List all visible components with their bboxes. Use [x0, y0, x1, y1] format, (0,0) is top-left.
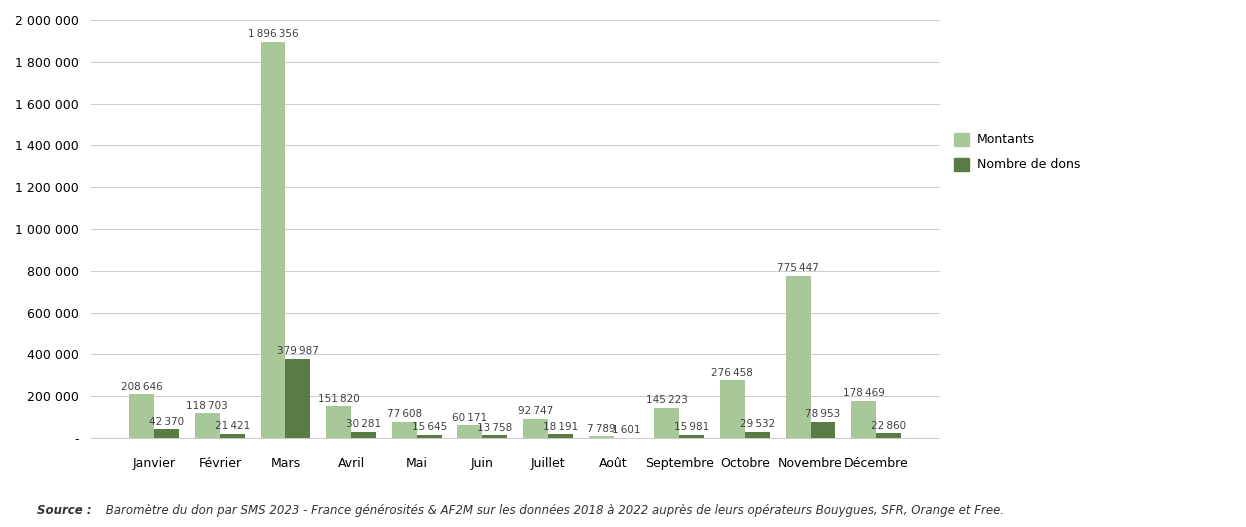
Text: 775 447: 775 447 [778, 264, 819, 274]
Bar [785, 276, 811, 438]
Bar [219, 434, 244, 438]
Bar [285, 359, 310, 438]
Text: 92 747: 92 747 [518, 406, 553, 416]
Text: 78 953: 78 953 [805, 409, 841, 419]
Text: 21 421: 21 421 [214, 421, 250, 431]
Text: 60 171: 60 171 [452, 413, 487, 423]
Bar [351, 432, 376, 438]
Text: 7 789: 7 789 [587, 424, 616, 434]
Text: 208 646: 208 646 [121, 382, 163, 392]
Text: 30 281: 30 281 [346, 419, 381, 429]
Text: 1 896 356: 1 896 356 [248, 29, 298, 39]
Bar [391, 422, 416, 438]
Bar [851, 401, 876, 438]
Text: 18 191: 18 191 [543, 422, 578, 432]
Bar [457, 425, 482, 438]
Text: 151 820: 151 820 [318, 394, 360, 404]
Bar [745, 432, 770, 438]
Text: 42 370: 42 370 [150, 417, 184, 427]
Bar [588, 436, 613, 438]
Bar [326, 406, 351, 438]
Text: 379 987: 379 987 [277, 346, 319, 356]
Legend: Montants, Nombre de dons: Montants, Nombre de dons [954, 133, 1080, 171]
Text: 118 703: 118 703 [187, 401, 228, 411]
Bar [548, 434, 573, 438]
Text: 1 601: 1 601 [612, 425, 640, 435]
Bar [876, 433, 901, 438]
Bar [194, 413, 219, 438]
Text: 145 223: 145 223 [645, 395, 688, 405]
Bar [523, 418, 548, 438]
Bar [720, 380, 745, 438]
Bar [155, 429, 179, 438]
Text: 13 758: 13 758 [477, 423, 512, 433]
Text: 15 981: 15 981 [674, 422, 709, 432]
Bar [416, 435, 441, 438]
Bar [654, 408, 679, 438]
Text: 29 532: 29 532 [740, 419, 775, 430]
Text: Baromètre du don par SMS 2023 - France générosités & AF2M sur les données 2018 à: Baromètre du don par SMS 2023 - France g… [102, 504, 1004, 517]
Text: 22 860: 22 860 [871, 421, 906, 431]
Bar [679, 435, 704, 438]
Text: 77 608: 77 608 [386, 409, 422, 419]
Bar [130, 394, 155, 438]
Bar [260, 42, 285, 438]
Text: 15 645: 15 645 [411, 422, 447, 432]
Text: 178 469: 178 469 [842, 388, 885, 398]
Text: 276 458: 276 458 [711, 368, 754, 378]
Bar [811, 422, 836, 438]
Text: Source :: Source : [37, 504, 92, 517]
Bar [482, 435, 507, 438]
